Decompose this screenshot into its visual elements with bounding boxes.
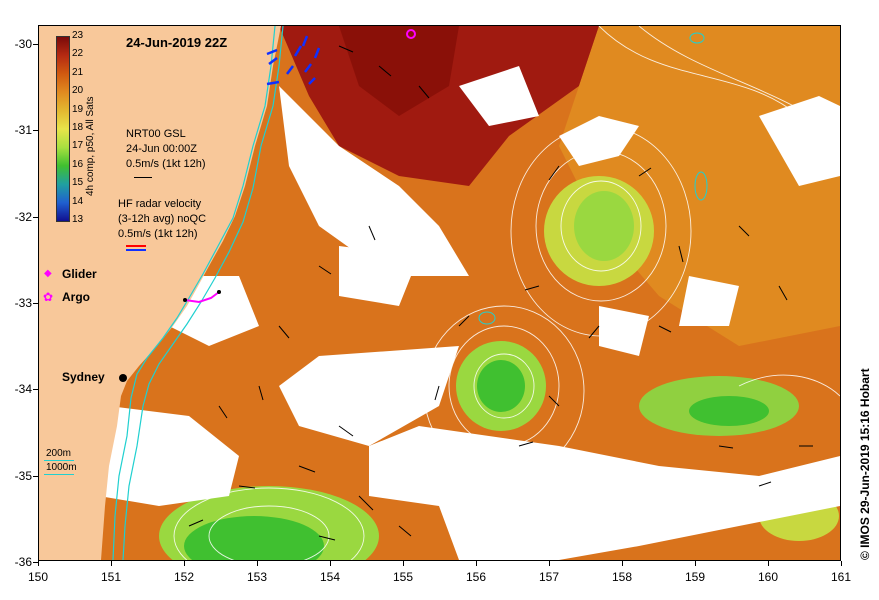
colorbar-tick-label: 23 xyxy=(72,30,84,41)
map-date-title: 24-Jun-2019 22Z xyxy=(126,35,228,50)
radar-legend-line-3: 0.5m/s (1kt 12h) xyxy=(118,228,198,240)
x-tick-mark xyxy=(768,561,769,566)
x-tick-mark xyxy=(38,561,39,566)
y-tick-label: -34 xyxy=(14,382,32,397)
y-tick-mark xyxy=(33,475,38,477)
colorbar-tick-label: 21 xyxy=(72,66,84,78)
x-tick-mark xyxy=(184,561,185,566)
y-tick-mark xyxy=(33,561,38,563)
x-tick-label: 157 xyxy=(538,570,560,584)
colorbar-tick-label: 17 xyxy=(72,140,84,152)
y-tick-mark xyxy=(33,302,38,304)
y-tick-label: -33 xyxy=(14,295,32,310)
land-nsw xyxy=(39,26,281,560)
isobath-1000m xyxy=(122,26,284,560)
x-tick-mark xyxy=(403,561,404,566)
argo-legend-symbol: ✿ xyxy=(43,290,54,304)
y-tick-mark xyxy=(33,44,38,45)
radar-legend-arrow-blue xyxy=(126,249,146,251)
x-tick-mark xyxy=(549,561,550,566)
hf-radar-arrows xyxy=(266,35,321,86)
credit-text: © IMOS 29-Jun-2019 15:16 Hobart xyxy=(858,368,872,560)
radar-legend-arrow-red xyxy=(126,245,146,247)
gsl-legend-line-2: 24-Jun 00:00Z xyxy=(126,143,197,155)
glider-legend-label: Glider xyxy=(62,267,97,281)
radar-legend-line-2: (3-12h avg) noQC xyxy=(118,213,207,225)
colorbar-tick-label: 20 xyxy=(72,85,84,97)
x-tick-mark xyxy=(330,561,331,566)
colorbar-tick-label: 18 xyxy=(72,122,84,133)
isobath-1000m-label: 1000m xyxy=(46,462,77,473)
isobath-200m xyxy=(112,26,276,560)
isobath-seamount-3 xyxy=(478,311,496,325)
colorbar-tick-label: 16 xyxy=(72,158,84,170)
radar-legend-line-1: HF radar velocity xyxy=(118,198,202,210)
isobath-seamount-2 xyxy=(694,171,708,201)
sydney-label: Sydney xyxy=(62,370,105,384)
sst-colorbar-title: 4h comp, p50, All Sats xyxy=(85,96,96,196)
gsl-velocity-arrows xyxy=(188,45,813,541)
gsl-legend-line-3: 0.5m/s (1kt 12h) xyxy=(126,158,206,170)
x-tick-mark xyxy=(257,561,258,566)
colorbar-tick-label: 13 xyxy=(72,214,84,225)
cold-eddy-central-core xyxy=(477,360,525,412)
x-tick-label: 158 xyxy=(611,570,633,584)
y-tick-mark xyxy=(33,130,38,132)
y-tick-mark xyxy=(33,389,38,391)
cloud-mask xyxy=(99,66,840,560)
x-tick-label: 155 xyxy=(392,570,414,584)
x-tick-label: 151 xyxy=(100,570,122,584)
x-tick-label: 153 xyxy=(246,570,268,584)
y-tick-mark xyxy=(33,216,38,218)
sst-map xyxy=(38,25,841,561)
y-tick-label: -32 xyxy=(14,209,32,224)
sst-east xyxy=(559,26,840,346)
x-tick-mark xyxy=(111,561,112,566)
x-tick-mark xyxy=(695,561,696,566)
y-tick-label: -36 xyxy=(14,554,32,569)
y-tick-label: -35 xyxy=(14,468,32,483)
x-tick-mark xyxy=(841,561,842,566)
cold-eddy-north-core xyxy=(574,191,634,261)
isobath-1000m-swatch xyxy=(44,474,74,475)
colorbar-tick-label: 19 xyxy=(72,103,84,115)
sst-map-canvas xyxy=(39,26,840,560)
gsl-legend-line-1: NRT00 GSL xyxy=(126,128,186,140)
colorbar-tick-label: 14 xyxy=(72,195,84,207)
colorbar-tick-label: 15 xyxy=(72,177,84,189)
cold-water-south-core xyxy=(184,516,324,560)
isobath-seamount xyxy=(689,32,705,44)
colorbar-tick-label: 22 xyxy=(72,48,84,60)
glider-track xyxy=(183,290,221,304)
isobath-200m-swatch xyxy=(44,460,74,461)
y-tick-label: -31 xyxy=(14,123,32,138)
x-tick-label: 154 xyxy=(319,570,341,584)
isobath-200m-label: 200m xyxy=(46,448,72,459)
x-tick-label: 156 xyxy=(465,570,487,584)
x-tick-label: 160 xyxy=(757,570,779,584)
x-tick-label: 159 xyxy=(684,570,706,584)
cool-patch-east-core xyxy=(689,396,769,426)
sydney-marker xyxy=(119,374,127,382)
x-tick-mark xyxy=(622,561,623,566)
argo-float xyxy=(406,29,416,39)
sst-colorbar xyxy=(56,36,70,222)
x-tick-label: 161 xyxy=(830,570,852,584)
sea-level-contours xyxy=(173,26,840,560)
warm-water-core xyxy=(339,26,459,116)
x-tick-mark xyxy=(476,561,477,566)
argo-legend-label: Argo xyxy=(62,290,90,304)
glider-legend-symbol: ◆ xyxy=(44,268,52,279)
y-tick-label: -30 xyxy=(14,37,32,51)
gsl-legend-arrow xyxy=(134,177,152,178)
x-tick-label: 150 xyxy=(27,570,49,584)
x-tick-label: 152 xyxy=(173,570,195,584)
